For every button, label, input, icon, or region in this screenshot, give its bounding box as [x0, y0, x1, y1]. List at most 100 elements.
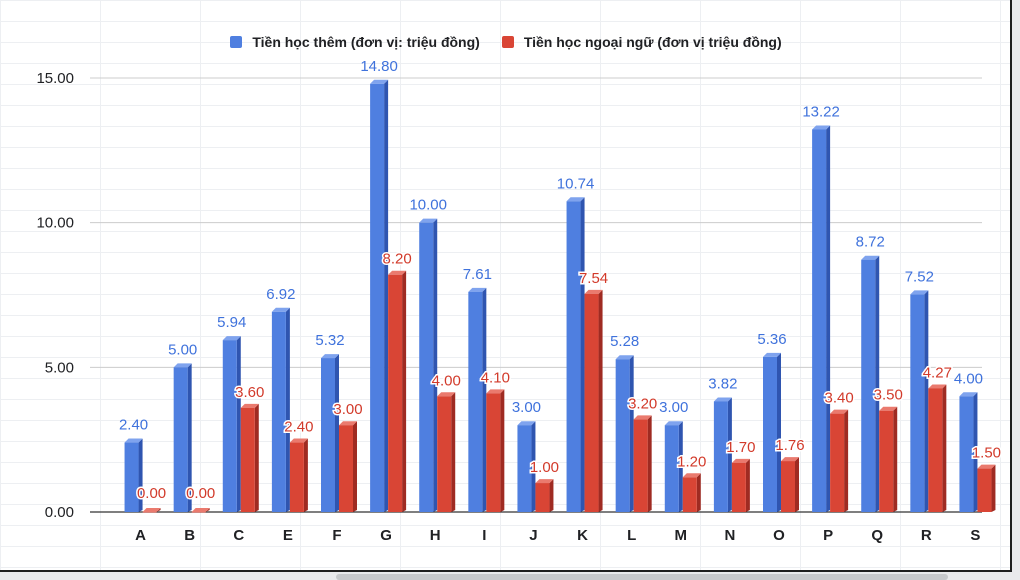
bar-top-face: [682, 473, 701, 478]
legend-label-series-2: Tiền học ngoại ngữ (đơn vị triệu đồng): [523, 34, 782, 50]
bar-side-face: [285, 307, 290, 512]
bar-side-face: [236, 336, 241, 512]
bar-side-face: [384, 79, 389, 512]
bar-top-face: [977, 464, 996, 469]
data-label: 1.70: [726, 439, 755, 456]
data-label: 10.74: [557, 175, 595, 192]
bar-tien-hoc-them: [910, 294, 925, 512]
x-tick-label: Q: [871, 527, 883, 544]
bar-tien-hoc-ngoai-ngu: [731, 462, 746, 512]
bar-top-face: [388, 270, 407, 275]
bar-top-face: [370, 79, 389, 84]
bar-top-face: [191, 508, 210, 512]
bar-tien-hoc-ngoai-ngu: [584, 293, 599, 512]
y-tick-label: 5.00: [45, 359, 74, 376]
bar-side-face: [138, 438, 143, 512]
bar-tien-hoc-ngoai-ngu: [977, 468, 992, 512]
bar-side-face: [629, 355, 634, 512]
bar-top-face: [664, 421, 683, 426]
bar-side-face: [795, 457, 799, 512]
x-tick-label: J: [529, 527, 537, 544]
bar-side-face: [924, 290, 929, 512]
bar-top-face: [928, 384, 947, 389]
data-label: 2.40: [284, 419, 313, 436]
bar-tien-hoc-them: [370, 83, 385, 512]
bar-tien-hoc-ngoai-ngu: [142, 512, 157, 513]
data-label: 14.80: [360, 58, 398, 75]
bar-side-face: [647, 415, 652, 512]
data-label: 13.22: [802, 104, 840, 121]
bar-top-face: [124, 438, 143, 443]
bar-top-face: [830, 409, 849, 414]
bar-top-face: [781, 457, 799, 462]
bar-side-face: [893, 406, 898, 512]
bar-side-face: [696, 473, 701, 512]
bar-side-face: [678, 421, 683, 512]
bar-tien-hoc-them: [713, 401, 728, 512]
data-label: 5.94: [217, 314, 246, 331]
bar-side-face: [973, 392, 978, 512]
bar-side-face: [844, 409, 849, 512]
data-label: 7.52: [905, 268, 934, 285]
bar-tien-hoc-ngoai-ngu: [928, 388, 943, 512]
chart-frame: Tiền học thêm (đơn vị: triệu đồng) Tiền …: [0, 0, 1012, 572]
data-label: 1.00: [530, 459, 559, 476]
bar-tien-hoc-ngoai-ngu: [830, 413, 845, 512]
bar-side-face: [531, 421, 536, 512]
bar-top-face: [468, 287, 487, 292]
bar-tien-hoc-ngoai-ngu: [437, 396, 452, 512]
data-label: 8.72: [856, 234, 885, 251]
bar-top-face: [566, 197, 585, 202]
data-label: 4.27: [923, 364, 952, 381]
legend-item-series-1[interactable]: Tiền học thêm (đơn vị: triệu đồng): [230, 34, 480, 50]
chart-legend: Tiền học thêm (đơn vị: triệu đồng) Tiền …: [0, 34, 1010, 50]
x-tick-label: P: [823, 527, 833, 544]
legend-swatch-series-1: [230, 36, 243, 48]
x-tick-label: N: [724, 527, 735, 544]
bar-top-face: [731, 458, 750, 463]
bar-top-face: [289, 438, 308, 443]
data-label: 4.00: [954, 370, 983, 387]
bar-chart: 0.00 5.00 10.00 15.00 2.40 0.00 A 5.00 0.00 B 5.94…: [36, 58, 1002, 544]
bar-top-face: [271, 307, 290, 312]
bar-tien-hoc-ngoai-ngu: [240, 407, 255, 512]
bar-side-face: [353, 421, 357, 512]
bar-top-face: [763, 352, 781, 357]
bar-top-face: [535, 479, 554, 484]
x-tick-label: S: [970, 527, 980, 544]
x-tick-label: I: [482, 527, 486, 544]
data-label: 3.50: [874, 387, 903, 404]
data-label: 3.00: [333, 401, 362, 418]
y-tick-label: 15.00: [36, 70, 74, 87]
bar-side-face: [991, 464, 996, 512]
bar-tien-hoc-them: [812, 129, 827, 512]
data-label: 5.28: [610, 333, 639, 350]
data-label: 3.00: [659, 399, 688, 416]
bar-tien-hoc-them: [517, 425, 532, 512]
x-tick-label: M: [675, 527, 688, 544]
data-label: 1.50: [972, 445, 1001, 462]
bar-tien-hoc-them: [468, 291, 483, 512]
data-label: 6.92: [266, 286, 295, 303]
y-tick-label: 0.00: [45, 504, 74, 521]
bar-top-face: [910, 290, 929, 295]
bar-tien-hoc-them: [664, 425, 679, 512]
bar-side-face: [727, 397, 732, 512]
horizontal-scrollbar[interactable]: [336, 574, 948, 580]
data-label: 5.36: [757, 331, 786, 348]
data-label: 4.10: [481, 369, 510, 386]
data-label: 4.00: [432, 372, 461, 389]
x-tick-label: H: [430, 527, 441, 544]
bar-top-face: [222, 336, 241, 341]
bar-side-face: [942, 384, 947, 512]
bar-side-face: [745, 458, 750, 512]
x-tick-label: F: [332, 527, 341, 544]
bar-tien-hoc-them: [566, 201, 581, 513]
bar-tien-hoc-ngoai-ngu: [289, 442, 304, 512]
legend-item-series-2[interactable]: Tiền học ngoại ngữ (đơn vị triệu đồng): [501, 34, 782, 50]
bar-side-face: [433, 218, 438, 512]
x-tick-label: K: [577, 527, 588, 544]
x-tick-label: O: [773, 527, 785, 544]
x-tick-label: B: [184, 527, 195, 544]
bar-top-face: [959, 392, 978, 397]
